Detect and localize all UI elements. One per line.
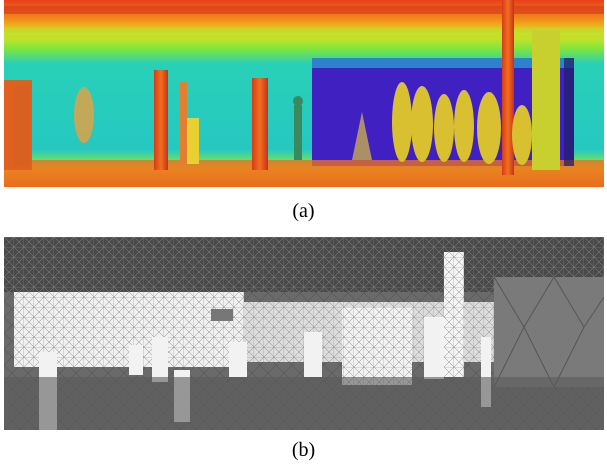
mesh-image: [4, 237, 604, 430]
figure-page: (a) (b) (() => { const data = JSON.parse…: [0, 0, 607, 467]
caption-b: (b): [0, 439, 607, 462]
point-cloud-image: [4, 0, 604, 187]
caption-a: (a): [0, 200, 607, 223]
